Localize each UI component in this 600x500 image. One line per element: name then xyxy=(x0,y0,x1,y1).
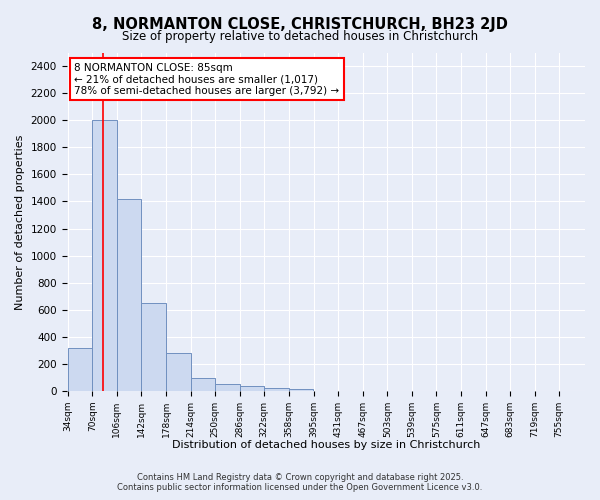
Bar xyxy=(92,120,117,391)
Text: 8, NORMANTON CLOSE, CHRISTCHURCH, BH23 2JD: 8, NORMANTON CLOSE, CHRISTCHURCH, BH23 2… xyxy=(92,18,508,32)
Bar xyxy=(191,378,215,391)
Text: 8 NORMANTON CLOSE: 85sqm
← 21% of detached houses are smaller (1,017)
78% of sem: 8 NORMANTON CLOSE: 85sqm ← 21% of detach… xyxy=(74,62,340,96)
Y-axis label: Number of detached properties: Number of detached properties xyxy=(15,134,25,310)
Bar xyxy=(215,384,239,391)
Bar xyxy=(142,303,166,391)
Bar xyxy=(264,388,289,391)
Bar xyxy=(239,386,264,391)
Text: Contains HM Land Registry data © Crown copyright and database right 2025.
Contai: Contains HM Land Registry data © Crown c… xyxy=(118,473,482,492)
Bar xyxy=(68,348,92,391)
Bar xyxy=(289,389,313,391)
Bar xyxy=(166,353,191,391)
X-axis label: Distribution of detached houses by size in Christchurch: Distribution of detached houses by size … xyxy=(172,440,480,450)
Text: Size of property relative to detached houses in Christchurch: Size of property relative to detached ho… xyxy=(122,30,478,43)
Bar xyxy=(117,199,142,391)
